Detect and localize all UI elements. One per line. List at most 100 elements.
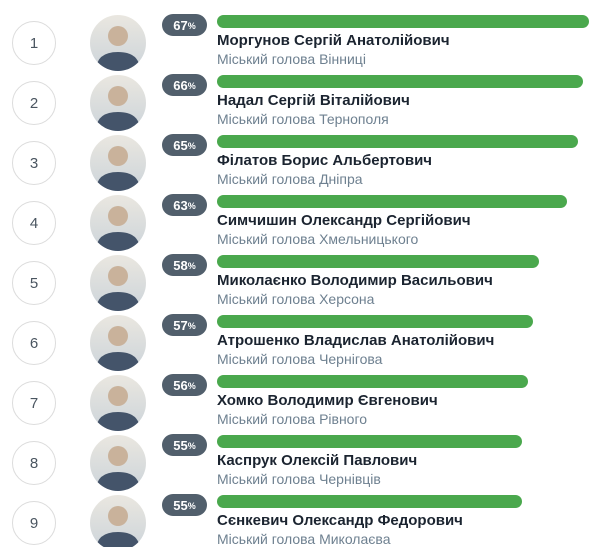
rating-bar bbox=[217, 195, 567, 208]
person-silhouette-icon bbox=[96, 86, 140, 131]
person-title: Міський голова Дніпра bbox=[217, 171, 363, 187]
row-content: 56% Хомко Володимир Євгенович Міський го… bbox=[162, 373, 612, 433]
percent-badge: 63% bbox=[162, 194, 207, 216]
rank-number: 2 bbox=[12, 81, 56, 125]
rank-number-label: 3 bbox=[29, 154, 39, 172]
person-name: Атрошенко Владислав Анатолійович bbox=[217, 332, 495, 349]
rating-bar bbox=[217, 75, 583, 88]
person-silhouette-icon bbox=[96, 266, 140, 311]
person-title: Міський голова Рівного bbox=[217, 411, 368, 427]
row-content: 65% Філатов Борис Альбертович Міський го… bbox=[162, 133, 612, 193]
rank-number: 9 bbox=[12, 501, 56, 545]
avatar bbox=[90, 15, 146, 71]
percent-badge: 65% bbox=[162, 134, 207, 156]
row-content: 67% Моргунов Сергій Анатолійович Міський… bbox=[162, 13, 612, 73]
avatar bbox=[90, 435, 146, 491]
person-title: Міський голова Херсона bbox=[217, 291, 375, 307]
person-silhouette-icon bbox=[96, 386, 140, 431]
percent-unit: % bbox=[187, 21, 196, 31]
rating-bar bbox=[217, 15, 589, 28]
person-name: Каспрук Олексій Павлович bbox=[217, 452, 418, 469]
person-title: Міський голова Вінниці bbox=[217, 51, 366, 67]
rank-number: 7 bbox=[12, 381, 56, 425]
percent-badge: 58% bbox=[162, 254, 207, 276]
percent-value: 55 bbox=[173, 437, 188, 453]
person-title: Міський голова Хмельницького bbox=[217, 231, 419, 247]
percent-value: 66 bbox=[173, 77, 188, 93]
person-name: Надал Сергій Віталійович bbox=[217, 92, 410, 109]
percent-value: 63 bbox=[173, 197, 188, 213]
percent-value: 58 bbox=[173, 257, 188, 273]
person-title: Міський голова Чернівців bbox=[217, 471, 381, 487]
ranking-row: 2 66% Надал Сергій Віталійович Міський г… bbox=[0, 73, 612, 133]
rating-bar bbox=[217, 255, 539, 268]
rank-number-label: 4 bbox=[29, 214, 39, 232]
person-title: Міський голова Чернігова bbox=[217, 351, 383, 367]
avatar bbox=[90, 135, 146, 191]
rank-number-label: 5 bbox=[29, 274, 39, 292]
person-silhouette-icon bbox=[96, 506, 140, 547]
rating-bar bbox=[217, 435, 522, 448]
row-content: 55% Сєнкевич Олександр Федорович Міський… bbox=[162, 493, 612, 547]
percent-badge: 57% bbox=[162, 314, 207, 336]
row-content: 63% Симчишин Олександр Сергійович Міськи… bbox=[162, 193, 612, 253]
percent-unit: % bbox=[187, 81, 196, 91]
avatar bbox=[90, 255, 146, 311]
rank-number-label: 1 bbox=[29, 34, 39, 52]
rank-number: 5 bbox=[12, 261, 56, 305]
percent-value: 57 bbox=[173, 317, 188, 333]
person-silhouette-icon bbox=[96, 26, 140, 71]
ranking-row: 9 55% Сєнкевич Олександр Федорович Міськ… bbox=[0, 493, 612, 547]
rank-number-label: 7 bbox=[29, 394, 39, 412]
person-name: Моргунов Сергій Анатолійович bbox=[217, 32, 450, 49]
percent-value: 56 bbox=[173, 377, 188, 393]
rank-number-label: 2 bbox=[29, 94, 39, 112]
percent-badge: 67% bbox=[162, 14, 207, 36]
percent-unit: % bbox=[187, 141, 196, 151]
avatar bbox=[90, 375, 146, 431]
ranking-row: 7 56% Хомко Володимир Євгенович Міський … bbox=[0, 373, 612, 433]
person-name: Хомко Володимир Євгенович bbox=[217, 392, 438, 409]
row-content: 57% Атрошенко Владислав Анатолійович Міс… bbox=[162, 313, 612, 373]
avatar bbox=[90, 195, 146, 251]
rank-number: 3 bbox=[12, 141, 56, 185]
rank-number: 1 bbox=[12, 21, 56, 65]
person-title: Міський голова Тернополя bbox=[217, 111, 389, 127]
rank-number: 6 bbox=[12, 321, 56, 365]
percent-badge: 66% bbox=[162, 74, 207, 96]
percent-unit: % bbox=[187, 321, 196, 331]
rank-number-label: 6 bbox=[29, 334, 39, 352]
avatar bbox=[90, 75, 146, 131]
ranking-row: 6 57% Атрошенко Владислав Анатолійович М… bbox=[0, 313, 612, 373]
person-name: Симчишин Олександр Сергійович bbox=[217, 212, 471, 229]
percent-unit: % bbox=[187, 261, 196, 271]
rating-bar bbox=[217, 135, 578, 148]
rating-bar bbox=[217, 375, 528, 388]
person-name: Миколаєнко Володимир Васильович bbox=[217, 272, 493, 289]
person-title: Міський голова Миколаєва bbox=[217, 531, 391, 547]
person-silhouette-icon bbox=[96, 446, 140, 491]
percent-badge: 55% bbox=[162, 494, 207, 516]
rank-number-label: 9 bbox=[29, 514, 39, 532]
rank-number-label: 8 bbox=[29, 454, 39, 472]
percent-value: 55 bbox=[173, 497, 188, 513]
percent-unit: % bbox=[187, 381, 196, 391]
percent-value: 67 bbox=[173, 17, 188, 33]
percent-unit: % bbox=[187, 501, 196, 511]
ranking-row: 3 65% Філатов Борис Альбертович Міський … bbox=[0, 133, 612, 193]
ranking-row: 1 67% Моргунов Сергій Анатолійович Міськ… bbox=[0, 13, 612, 73]
person-name: Сєнкевич Олександр Федорович bbox=[217, 512, 463, 529]
person-silhouette-icon bbox=[96, 206, 140, 251]
percent-unit: % bbox=[187, 201, 196, 211]
avatar bbox=[90, 495, 146, 547]
rating-bar bbox=[217, 315, 533, 328]
avatar bbox=[90, 315, 146, 371]
percent-badge: 55% bbox=[162, 434, 207, 456]
percent-unit: % bbox=[187, 441, 196, 451]
person-silhouette-icon bbox=[96, 146, 140, 191]
ranking-row: 8 55% Каспрук Олексій Павлович Міський г… bbox=[0, 433, 612, 493]
rating-bar bbox=[217, 495, 522, 508]
percent-value: 65 bbox=[173, 137, 188, 153]
person-silhouette-icon bbox=[96, 326, 140, 371]
